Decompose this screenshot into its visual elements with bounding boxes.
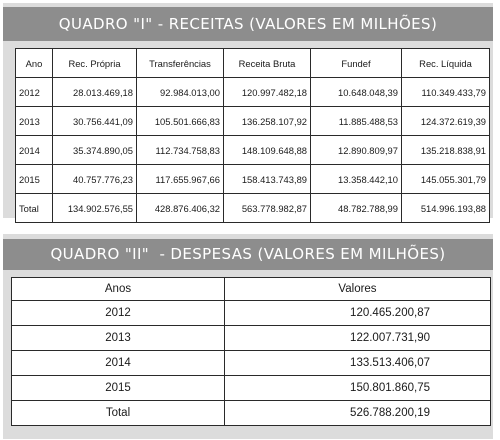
despesas-table-wrapper: Anos Valores 2012 120.465.200,87 2013 12…: [11, 277, 491, 426]
cell-rec-liquida: 135.218.838,91: [401, 135, 490, 165]
cell-year: 2014: [11, 350, 225, 376]
cell-transferencias: 112.734.758,83: [136, 135, 224, 165]
cell-rec-propria: 40.757.776,23: [52, 164, 137, 194]
table-row: 2014 133.513.406,07: [11, 350, 491, 376]
cell-total-label: Total: [15, 193, 53, 223]
cell-year: 2015: [11, 375, 225, 401]
cell-year: 2013: [11, 325, 225, 351]
cell-fundef: 48.782.788,99: [310, 193, 402, 223]
cell-rec-liquida: 145.055.301,79: [401, 164, 490, 194]
table-row: 2014 35.374.890,05 112.734.758,83 148.10…: [15, 135, 490, 165]
cell-transferencias: 117.655.967,66: [136, 164, 224, 194]
cell-rec-propria: 30.756.441,09: [52, 106, 137, 136]
cell-rec-liquida: 124.372.619,39: [401, 106, 490, 136]
table-row: 2015 40.757.776,23 117.655.967,66 158.41…: [15, 164, 490, 194]
cell-rec-propria: 28.013.469,18: [52, 77, 137, 107]
cell-transferencias: 92.984.013,00: [136, 77, 224, 107]
quadro-despesas-panel: QUADRO "II" - DESPESAS (VALORES EM MILHÕ…: [3, 234, 493, 439]
cell-year: 2014: [15, 135, 53, 165]
table-row-total: Total 134.902.576,55 428.876.406,32 563.…: [15, 193, 490, 223]
quadro-despesas-title: QUADRO "II" - DESPESAS (VALORES EM MILHÕ…: [3, 239, 493, 270]
cell-transferencias: 428.876.406,32: [136, 193, 224, 223]
cell-rec-propria: 35.374.890,05: [52, 135, 137, 165]
cell-year: 2013: [15, 106, 53, 136]
cell-total-label: Total: [11, 400, 225, 426]
cell-receita-bruta: 136.258.107,92: [223, 106, 311, 136]
cell-receita-bruta: 120.997.482,18: [223, 77, 311, 107]
receitas-table-wrapper: Ano Rec. Própria Transferências Receita …: [15, 48, 490, 223]
header-ano: Ano: [15, 48, 53, 78]
despesas-header-row: Anos Valores: [11, 277, 491, 301]
cell-fundef: 11.885.488,53: [310, 106, 402, 136]
cell-valor: 120.465.200,87: [224, 300, 491, 326]
table-row: 2013 122.007.731,90: [11, 325, 491, 351]
cell-receita-bruta: 563.778.982,87: [223, 193, 311, 223]
header-transferencias: Transferências: [136, 48, 224, 78]
header-rec-liquida: Rec. Líquida: [401, 48, 490, 78]
despesas-table: Anos Valores 2012 120.465.200,87 2013 12…: [11, 277, 491, 426]
table-row-total: Total 526.788.200,19: [11, 400, 491, 426]
cell-rec-liquida: 110.349.433,79: [401, 77, 490, 107]
quadro-receitas-title: QUADRO "I" - RECEITAS (VALORES EM MILHÕE…: [3, 7, 493, 41]
cell-fundef: 12.890.809,97: [310, 135, 402, 165]
quadro-receitas-panel: QUADRO "I" - RECEITAS (VALORES EM MILHÕE…: [3, 3, 493, 223]
table-row: 2015 150.801.860,75: [11, 375, 491, 401]
header-valores: Valores: [224, 277, 491, 301]
table-row: 2013 30.756.441,09 105.501.666,83 136.25…: [15, 106, 490, 136]
cell-fundef: 13.358.442,10: [310, 164, 402, 194]
cell-receita-bruta: 148.109.648,88: [223, 135, 311, 165]
header-anos: Anos: [11, 277, 225, 301]
cell-transferencias: 105.501.666,83: [136, 106, 224, 136]
receitas-header-row: Ano Rec. Própria Transferências Receita …: [15, 48, 490, 78]
header-fundef: Fundef: [310, 48, 402, 78]
header-receita-bruta: Receita Bruta: [223, 48, 311, 78]
cell-fundef: 10.648.048,39: [310, 77, 402, 107]
cell-valor: 122.007.731,90: [224, 325, 491, 351]
table-row: 2012 120.465.200,87: [11, 300, 491, 326]
cell-rec-propria: 134.902.576,55: [52, 193, 137, 223]
cell-valor: 526.788.200,19: [224, 400, 491, 426]
header-rec-propria: Rec. Própria: [52, 48, 137, 78]
cell-year: 2012: [11, 300, 225, 326]
cell-year: 2012: [15, 77, 53, 107]
cell-year: 2015: [15, 164, 53, 194]
cell-valor: 150.801.860,75: [224, 375, 491, 401]
cell-receita-bruta: 158.413.743,89: [223, 164, 311, 194]
table-row: 2012 28.013.469,18 92.984.013,00 120.997…: [15, 77, 490, 107]
receitas-table: Ano Rec. Própria Transferências Receita …: [15, 48, 490, 223]
cell-rec-liquida: 514.996.193,88: [401, 193, 490, 223]
cell-valor: 133.513.406,07: [224, 350, 491, 376]
